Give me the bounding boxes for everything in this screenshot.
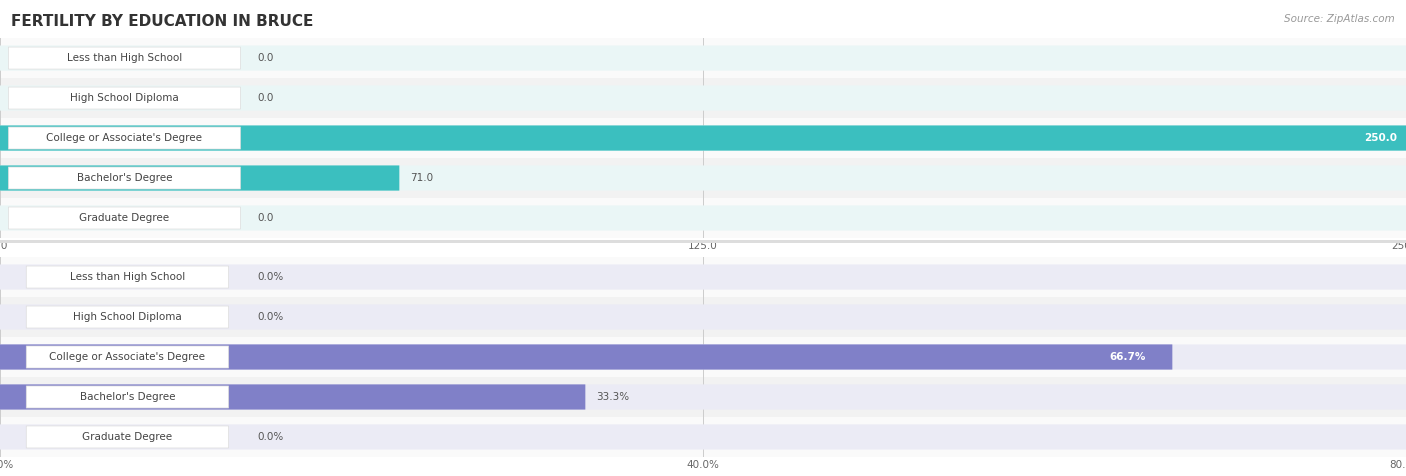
FancyBboxPatch shape: [8, 127, 240, 149]
FancyBboxPatch shape: [0, 206, 1406, 230]
FancyBboxPatch shape: [27, 386, 229, 408]
Text: 0.0: 0.0: [257, 213, 274, 223]
Bar: [0, 198, 1406, 238]
Text: Bachelor's Degree: Bachelor's Degree: [80, 392, 176, 402]
FancyBboxPatch shape: [0, 86, 1406, 110]
FancyBboxPatch shape: [0, 345, 1173, 369]
FancyBboxPatch shape: [0, 425, 1406, 449]
Bar: [0, 257, 1406, 297]
FancyBboxPatch shape: [8, 207, 240, 229]
FancyBboxPatch shape: [0, 126, 1406, 150]
Bar: [0, 158, 1406, 198]
Text: Bachelor's Degree: Bachelor's Degree: [77, 173, 172, 183]
Text: College or Associate's Degree: College or Associate's Degree: [49, 352, 205, 362]
Text: Less than High School: Less than High School: [70, 272, 186, 282]
Text: High School Diploma: High School Diploma: [73, 312, 181, 322]
Text: College or Associate's Degree: College or Associate's Degree: [46, 133, 202, 143]
Text: 0.0%: 0.0%: [257, 312, 284, 322]
Text: High School Diploma: High School Diploma: [70, 93, 179, 103]
Text: 66.7%: 66.7%: [1109, 352, 1146, 362]
FancyBboxPatch shape: [8, 47, 240, 69]
Text: 0.0: 0.0: [257, 53, 274, 63]
Bar: [0, 377, 1406, 417]
Text: 0.0%: 0.0%: [257, 432, 284, 442]
FancyBboxPatch shape: [0, 46, 1406, 70]
Text: Source: ZipAtlas.com: Source: ZipAtlas.com: [1284, 14, 1395, 24]
FancyBboxPatch shape: [8, 87, 240, 109]
FancyBboxPatch shape: [8, 167, 240, 189]
Text: 0.0: 0.0: [257, 93, 274, 103]
Bar: [0, 38, 1406, 78]
FancyBboxPatch shape: [0, 305, 1406, 329]
Text: Less than High School: Less than High School: [67, 53, 181, 63]
Bar: [0, 78, 1406, 118]
Text: Graduate Degree: Graduate Degree: [79, 213, 170, 223]
FancyBboxPatch shape: [0, 385, 1406, 409]
Text: 33.3%: 33.3%: [596, 392, 630, 402]
FancyBboxPatch shape: [0, 126, 1406, 150]
FancyBboxPatch shape: [27, 266, 229, 288]
FancyBboxPatch shape: [0, 166, 1406, 190]
Bar: [0, 417, 1406, 457]
Text: 250.0: 250.0: [1365, 133, 1398, 143]
FancyBboxPatch shape: [27, 426, 229, 448]
FancyBboxPatch shape: [0, 385, 585, 409]
FancyBboxPatch shape: [0, 265, 1406, 289]
FancyBboxPatch shape: [27, 306, 229, 328]
Text: FERTILITY BY EDUCATION IN BRUCE: FERTILITY BY EDUCATION IN BRUCE: [11, 14, 314, 30]
Bar: [0, 297, 1406, 337]
Text: 71.0: 71.0: [411, 173, 433, 183]
FancyBboxPatch shape: [27, 346, 229, 368]
Bar: [0, 337, 1406, 377]
FancyBboxPatch shape: [0, 166, 399, 190]
Bar: [0, 118, 1406, 158]
FancyBboxPatch shape: [0, 345, 1406, 369]
Text: Graduate Degree: Graduate Degree: [83, 432, 173, 442]
Text: 0.0%: 0.0%: [257, 272, 284, 282]
